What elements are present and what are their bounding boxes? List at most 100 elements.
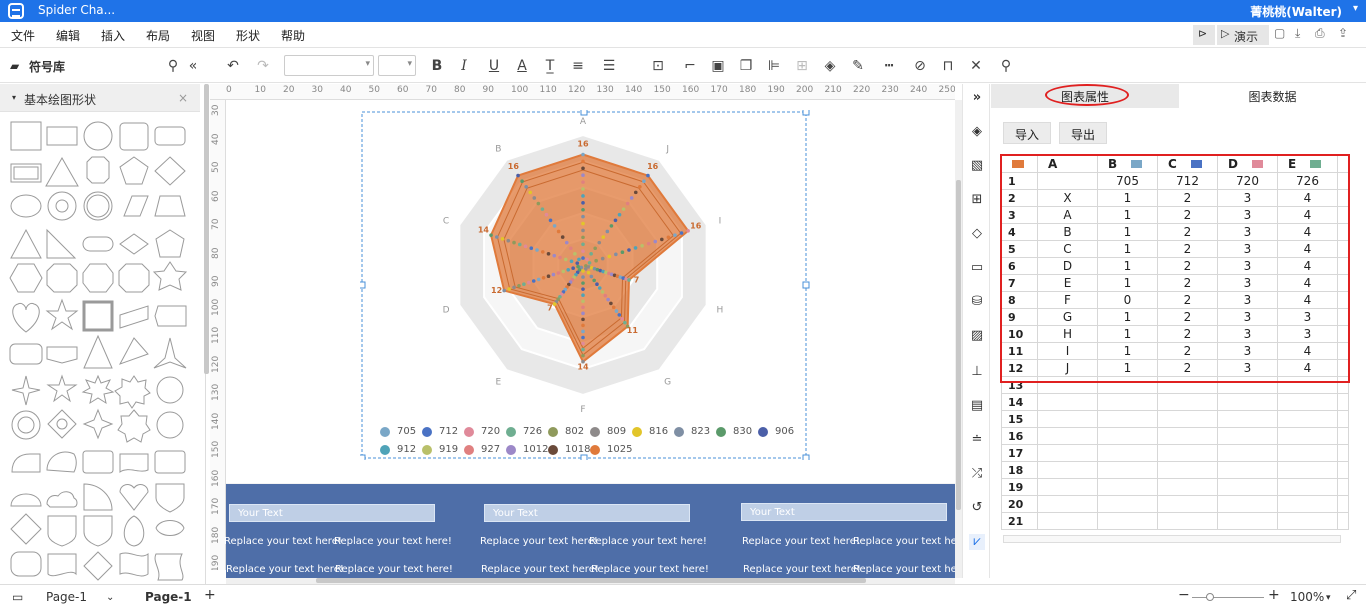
data-point[interactable]: [520, 179, 524, 183]
table-cell[interactable]: 3: [1277, 308, 1338, 326]
shape-grid[interactable]: [0, 114, 200, 584]
column-header[interactable]: C: [1157, 155, 1218, 173]
shuffle-icon[interactable]: ⤮: [971, 466, 983, 481]
replace-text[interactable]: Replace your text here!: [481, 564, 599, 575]
data-point[interactable]: [646, 241, 651, 246]
canvas-vertical-scrollbar[interactable]: [955, 100, 962, 578]
data-point[interactable]: [552, 224, 557, 228]
zoom-search-icon[interactable]: ⚲: [1000, 58, 1012, 74]
table-cell[interactable]: C: [1037, 240, 1098, 258]
column-header[interactable]: B: [1097, 155, 1158, 173]
table-cell[interactable]: 3: [1217, 257, 1278, 275]
line-style-icon[interactable]: ┅: [884, 58, 894, 74]
row-number[interactable]: 18: [1001, 461, 1038, 479]
table-cell[interactable]: [1277, 461, 1338, 479]
zoom-in-icon[interactable]: +: [1268, 587, 1280, 603]
data-point[interactable]: [625, 324, 630, 329]
data-point[interactable]: [581, 329, 585, 334]
column-header[interactable]: A: [1037, 155, 1098, 173]
data-point[interactable]: [583, 267, 588, 271]
presentation-icon[interactable]: ▭: [970, 260, 984, 275]
underline-icon[interactable]: U: [488, 58, 500, 74]
table-cell[interactable]: 2: [1157, 240, 1218, 258]
table-cell[interactable]: 3: [1217, 206, 1278, 224]
data-point[interactable]: [517, 242, 522, 247]
data-point[interactable]: [517, 284, 521, 288]
text-block-panel[interactable]: Your Text Your Text Your Text Replace yo…: [224, 484, 971, 578]
data-point[interactable]: [597, 286, 602, 290]
data-point[interactable]: [592, 278, 596, 283]
group-icon[interactable]: ⊞: [796, 58, 808, 74]
replace-text[interactable]: Replace your text here!: [589, 536, 707, 547]
table-cell[interactable]: I: [1037, 342, 1098, 360]
row-number[interactable]: 12: [1001, 359, 1038, 377]
replace-text[interactable]: Replace your text here!: [743, 564, 861, 575]
data-point[interactable]: [581, 166, 585, 171]
column-color-swatch[interactable]: [1310, 160, 1322, 168]
zoom-slider-handle[interactable]: [1206, 593, 1214, 601]
table-cell[interactable]: [1157, 444, 1218, 462]
page-selector[interactable]: Page-1: [46, 590, 88, 604]
table-cell[interactable]: [1217, 393, 1278, 411]
table-cell[interactable]: [1097, 444, 1158, 462]
export-icon[interactable]: ▤: [970, 398, 984, 413]
table-cell[interactable]: [1277, 376, 1338, 394]
row-number[interactable]: 3: [1001, 206, 1038, 224]
data-point[interactable]: [581, 194, 585, 198]
row-number[interactable]: 21: [1001, 512, 1038, 530]
replace-text[interactable]: Replace your text here!: [335, 564, 453, 575]
data-point[interactable]: [523, 244, 528, 249]
row-number[interactable]: 5: [1001, 240, 1038, 258]
data-point[interactable]: [646, 173, 650, 178]
table-cell[interactable]: [1157, 376, 1218, 394]
data-point[interactable]: [653, 239, 658, 244]
data-point[interactable]: [581, 249, 585, 253]
table-cell[interactable]: [1277, 512, 1338, 530]
data-point[interactable]: [502, 288, 506, 293]
data-point[interactable]: [531, 279, 536, 283]
table-cell[interactable]: 3: [1217, 274, 1278, 292]
your-text-box[interactable]: Your Text: [741, 503, 947, 521]
fullscreen-icon[interactable]: ⤢: [1346, 588, 1357, 603]
data-point[interactable]: [581, 187, 585, 191]
org-chart-icon[interactable]: ⊥: [971, 364, 983, 379]
table-cell[interactable]: [1217, 512, 1278, 530]
table-cell[interactable]: 3: [1217, 223, 1278, 241]
scroll-thumb[interactable]: [956, 180, 961, 510]
data-point[interactable]: [613, 218, 618, 223]
data-point[interactable]: [600, 290, 605, 294]
menu-file[interactable]: 文件: [11, 29, 36, 43]
fill-icon[interactable]: ◈: [824, 58, 836, 74]
data-point[interactable]: [506, 238, 511, 243]
data-point[interactable]: [660, 237, 664, 242]
data-point[interactable]: [581, 341, 585, 346]
table-cell[interactable]: 3: [1277, 325, 1338, 343]
column-header[interactable]: E: [1277, 155, 1338, 173]
data-point[interactable]: [566, 268, 571, 272]
data-point[interactable]: [589, 252, 593, 256]
table-cell[interactable]: 1: [1097, 359, 1158, 377]
data-point[interactable]: [598, 268, 603, 273]
data-point[interactable]: [581, 221, 585, 226]
canvas-horizontal-scrollbar[interactable]: [226, 578, 955, 584]
chevron-down-icon[interactable]: ▾: [1352, 3, 1358, 14]
menu-view[interactable]: 视图: [191, 29, 216, 43]
style-icon[interactable]: ▧: [970, 158, 984, 173]
align-objects-icon[interactable]: ⊫: [767, 58, 781, 74]
menu-layout[interactable]: 布局: [146, 29, 171, 43]
text-box-icon[interactable]: ⊡: [652, 58, 664, 74]
replace-text[interactable]: Replace your text here!: [853, 536, 971, 547]
data-point[interactable]: [536, 201, 541, 206]
row-number[interactable]: 11: [1001, 342, 1038, 360]
row-number[interactable]: 17: [1001, 444, 1038, 462]
redo-icon[interactable]: ↷: [257, 58, 269, 74]
data-point[interactable]: [629, 196, 634, 200]
undo-icon[interactable]: ↶: [227, 58, 239, 74]
data-point[interactable]: [564, 240, 569, 245]
data-point[interactable]: [621, 276, 626, 280]
row-number[interactable]: 8: [1001, 291, 1038, 309]
data-point[interactable]: [666, 235, 671, 240]
chart-icon[interactable]: ⩗: [969, 534, 985, 550]
zoom-out-icon[interactable]: −: [1178, 587, 1190, 603]
